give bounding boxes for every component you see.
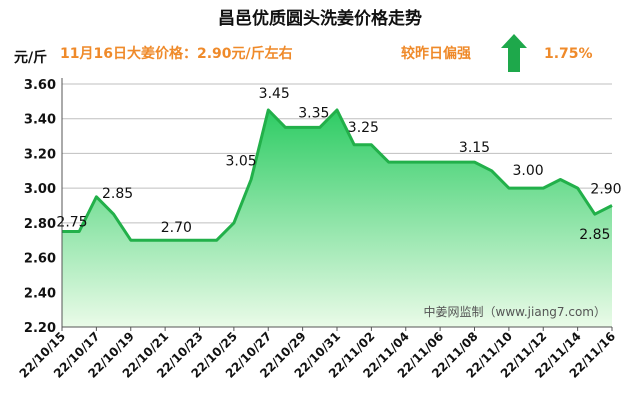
chart-title: 昌邑优质圆头洗姜价格走势 <box>218 8 422 29</box>
up-arrow-icon <box>501 34 527 72</box>
data-label: 2.75 <box>56 215 87 231</box>
watermark: 中姜网监制（www.jiang7.com） <box>424 304 606 319</box>
y-tick-label: 2.60 <box>24 252 56 267</box>
price-note: 11月16日大姜价格：2.90元/斤左右 <box>60 45 293 62</box>
data-label: 2.85 <box>102 186 133 202</box>
data-label: 3.00 <box>512 163 543 179</box>
trend-label: 较昨日偏强 <box>401 45 471 62</box>
y-axis-ticks: 2.20 2.40 2.60 2.80 3.00 3.20 3.40 3.60 <box>24 78 56 336</box>
data-label: 2.85 <box>579 227 610 243</box>
price-area <box>61 108 613 327</box>
y-axis-unit: 元/斤 <box>14 49 47 66</box>
x-axis-ticks: 22/10/1522/10/1722/10/1922/10/2122/10/23… <box>17 327 618 381</box>
price-area-fill <box>62 110 612 327</box>
data-label: 2.70 <box>161 220 192 236</box>
y-tick-label: 3.40 <box>24 113 56 128</box>
data-label: 3.35 <box>298 105 329 121</box>
data-label: 3.25 <box>348 120 379 136</box>
y-tick-label: 3.60 <box>24 78 56 93</box>
data-label: 3.15 <box>459 140 490 156</box>
data-label: 2.90 <box>590 182 621 198</box>
data-label: 3.05 <box>225 153 256 169</box>
y-tick-label: 2.40 <box>24 286 56 301</box>
trend-percent: 1.75% <box>544 46 593 62</box>
y-tick-label: 2.80 <box>24 217 56 232</box>
y-tick-label: 3.00 <box>24 182 56 197</box>
data-labels: 2.75 2.85 2.70 3.05 3.45 3.35 3.25 3.15 3.00 2.85… <box>56 86 621 243</box>
y-tick-label: 2.20 <box>24 321 56 336</box>
y-tick-label: 3.20 <box>24 147 56 162</box>
data-label: 3.45 <box>259 86 290 102</box>
